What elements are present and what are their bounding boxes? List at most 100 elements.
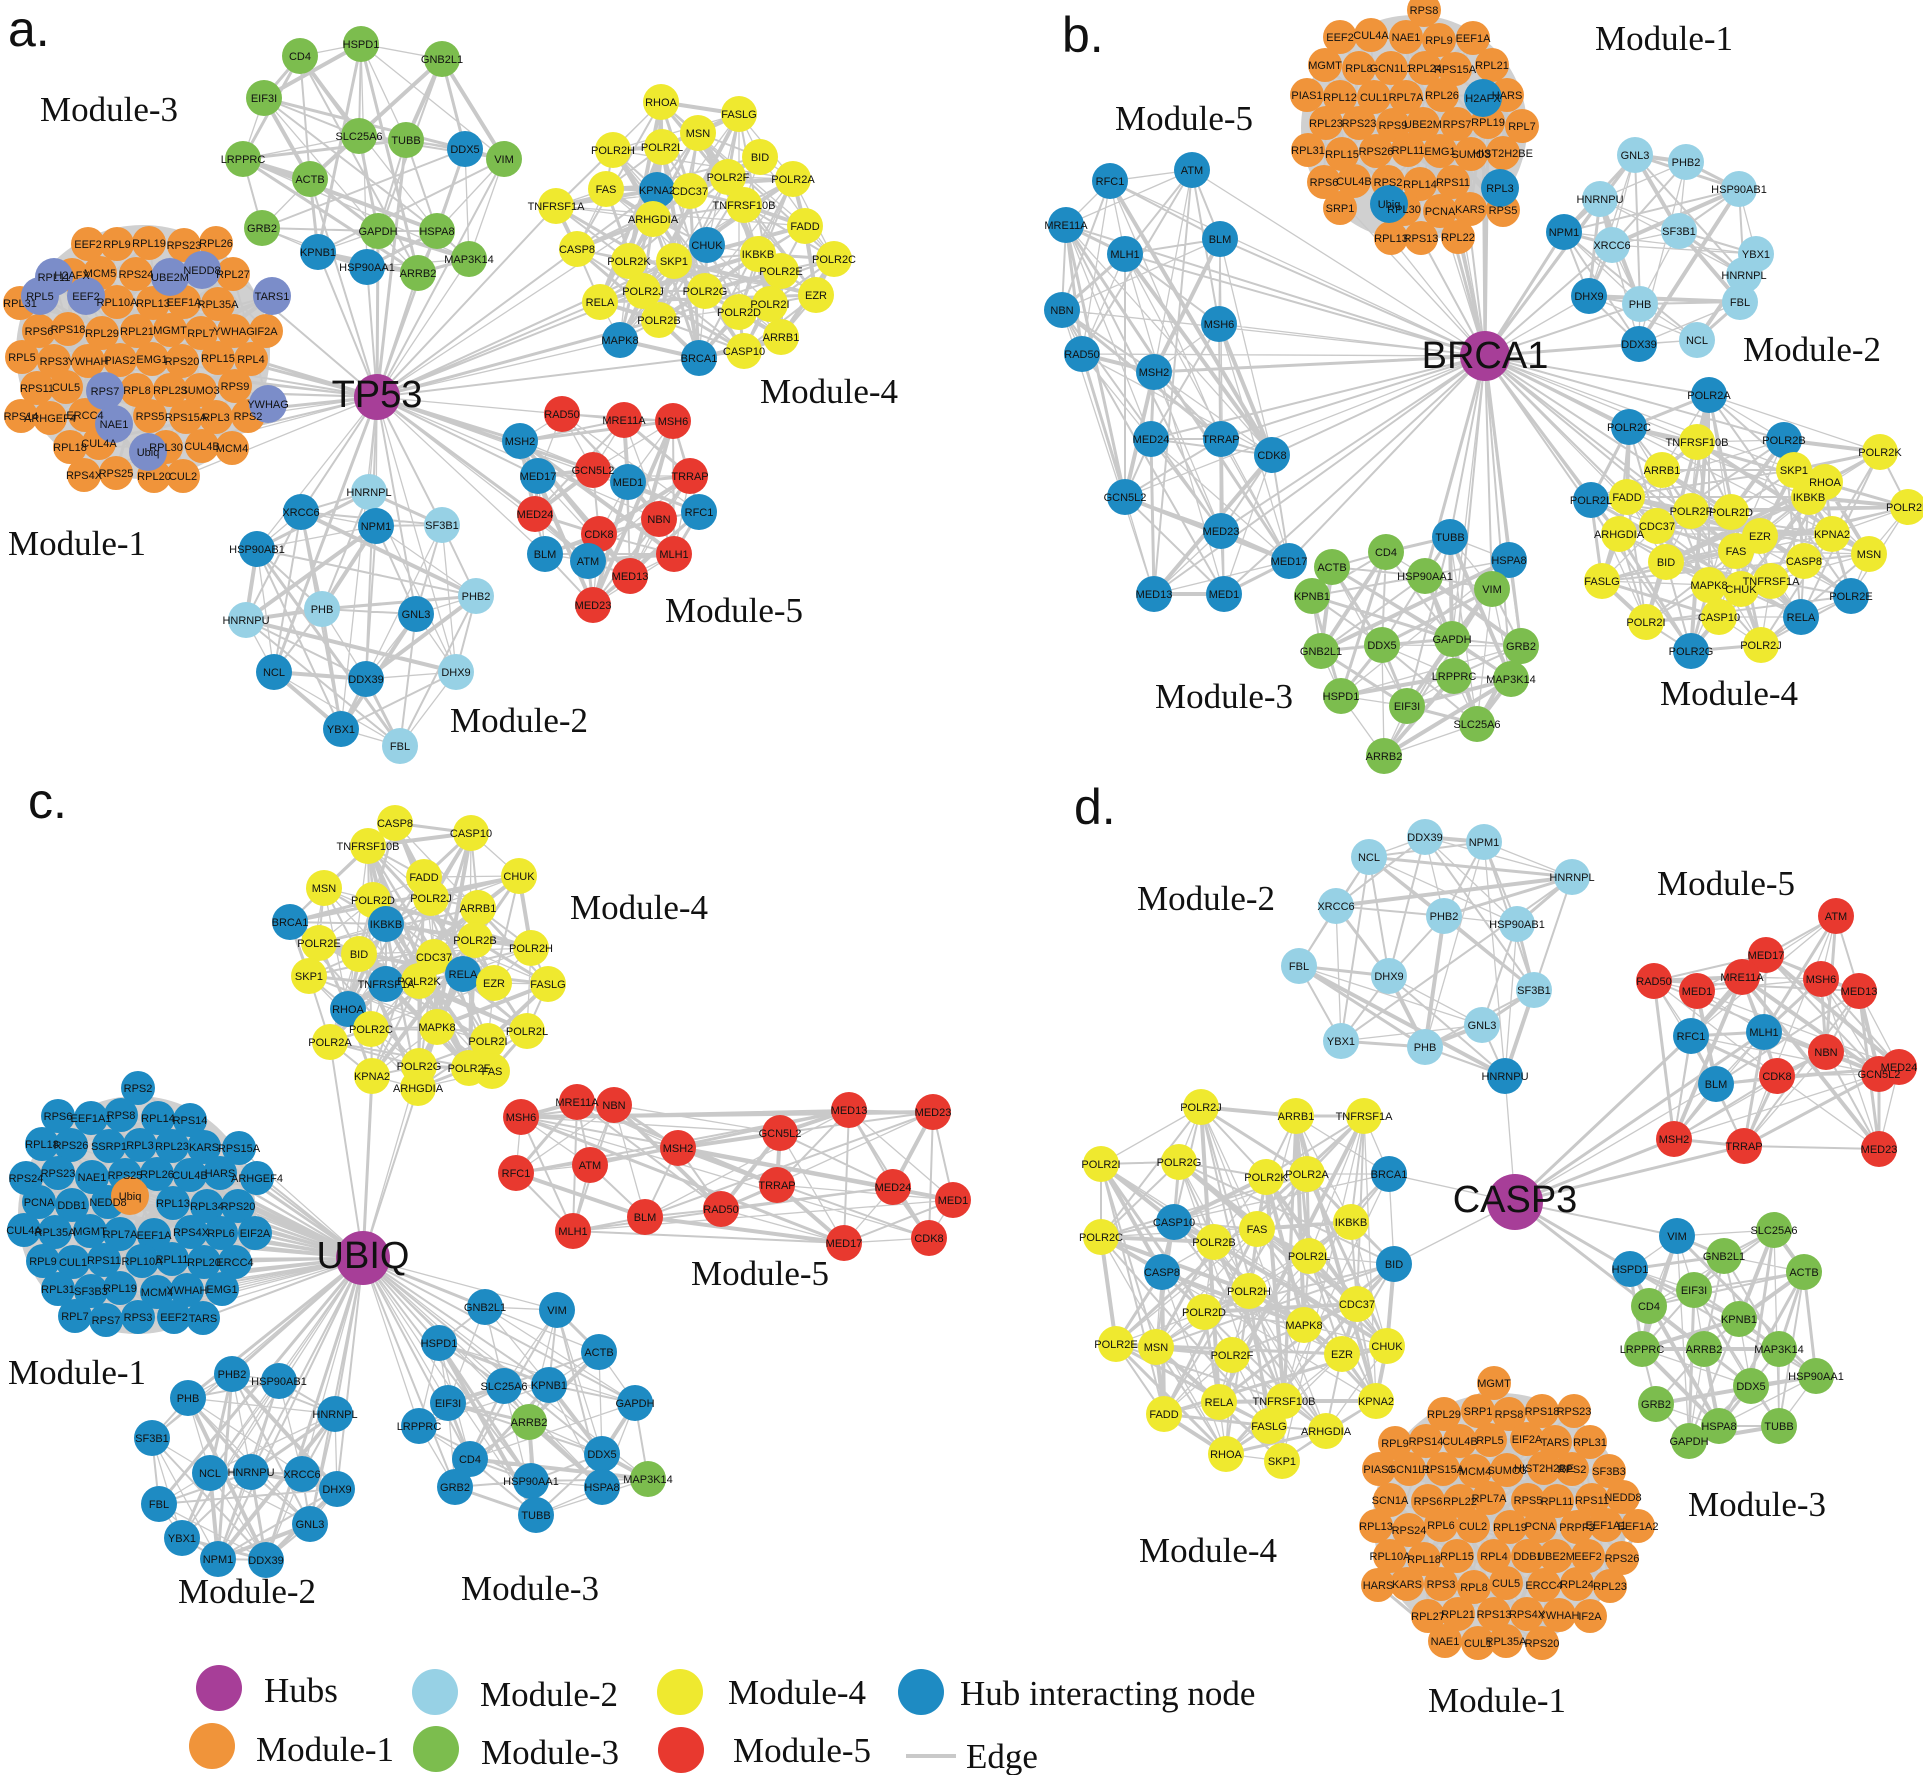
- svg-text:CUL4B: CUL4B: [172, 1170, 207, 1182]
- svg-text:FAS: FAS: [596, 184, 617, 196]
- svg-text:Module-4: Module-4: [728, 1673, 866, 1712]
- svg-text:RPS15A: RPS15A: [218, 1143, 261, 1155]
- svg-text:RPS2: RPS2: [124, 1083, 153, 1095]
- svg-text:POLR2C: POLR2C: [812, 254, 856, 266]
- svg-text:POLR2G: POLR2G: [1157, 1157, 1202, 1169]
- svg-text:HSP90AB1: HSP90AB1: [229, 544, 285, 556]
- svg-text:SKP1: SKP1: [660, 256, 688, 268]
- svg-text:BLM: BLM: [534, 549, 557, 561]
- svg-text:CUL4A: CUL4A: [6, 1225, 42, 1237]
- svg-text:MED13: MED13: [612, 571, 649, 583]
- svg-text:RPS23: RPS23: [41, 1168, 76, 1180]
- svg-text:EEF1A: EEF1A: [1456, 33, 1492, 45]
- svg-text:EMG1: EMG1: [136, 354, 167, 366]
- svg-text:ARHGEF4: ARHGEF4: [231, 1173, 283, 1185]
- svg-text:GRB2: GRB2: [247, 223, 277, 235]
- svg-text:RAD50: RAD50: [544, 409, 579, 421]
- svg-text:Module-1: Module-1: [1595, 19, 1733, 58]
- svg-text:MED24: MED24: [517, 509, 554, 521]
- svg-text:Module-4: Module-4: [1139, 1531, 1277, 1570]
- svg-text:GCN1L1: GCN1L1: [1388, 1464, 1431, 1476]
- svg-text:ARRB1: ARRB1: [460, 903, 497, 915]
- svg-text:KARS: KARS: [1392, 1579, 1422, 1591]
- svg-text:MAPK8: MAPK8: [601, 335, 638, 347]
- svg-text:NAE1: NAE1: [100, 419, 129, 431]
- svg-text:IKBKB: IKBKB: [1793, 492, 1825, 504]
- svg-text:FAS: FAS: [1726, 546, 1747, 558]
- svg-text:SKP1: SKP1: [1268, 1456, 1296, 1468]
- svg-text:PHB2: PHB2: [1430, 911, 1459, 923]
- svg-text:HSP90AB1: HSP90AB1: [1711, 184, 1767, 196]
- svg-text:MRE11A: MRE11A: [602, 415, 646, 427]
- svg-text:RPS14: RPS14: [173, 1115, 208, 1127]
- svg-text:SF3B1: SF3B1: [1517, 985, 1551, 997]
- svg-text:RPL26: RPL26: [199, 238, 233, 250]
- svg-text:RPS14: RPS14: [4, 411, 39, 423]
- svg-text:TRRAP: TRRAP: [671, 471, 708, 483]
- svg-text:POLR2H: POLR2H: [591, 145, 635, 157]
- svg-text:CDK8: CDK8: [914, 1233, 943, 1245]
- svg-text:POLR2D: POLR2D: [351, 895, 395, 907]
- svg-text:RPL12: RPL12: [1323, 92, 1357, 104]
- svg-text:HNRNPU: HNRNPU: [222, 615, 269, 627]
- svg-text:RPL13: RPL13: [1374, 233, 1408, 245]
- svg-text:RPS23: RPS23: [1342, 118, 1377, 130]
- svg-text:POLR2E: POLR2E: [1829, 591, 1872, 603]
- svg-text:BRCA1: BRCA1: [681, 353, 718, 365]
- svg-text:LRPPRC: LRPPRC: [221, 154, 266, 166]
- svg-text:BID: BID: [1385, 1259, 1403, 1271]
- svg-text:POLR2E: POLR2E: [297, 938, 340, 950]
- svg-text:RPL22: RPL22: [1443, 1496, 1477, 1508]
- svg-text:MED17: MED17: [520, 471, 557, 483]
- svg-text:RPL10A: RPL10A: [122, 1256, 164, 1268]
- svg-text:TARS: TARS: [189, 1313, 218, 1325]
- svg-text:RPL31: RPL31: [41, 1284, 75, 1296]
- svg-text:RPL35A: RPL35A: [35, 1227, 77, 1239]
- svg-text:RHOA: RHOA: [332, 1004, 364, 1016]
- svg-text:POLR2C: POLR2C: [1607, 422, 1651, 434]
- svg-text:GNB2L1: GNB2L1: [1300, 646, 1342, 658]
- svg-text:SF3B1: SF3B1: [425, 520, 459, 532]
- svg-text:b.: b.: [1062, 7, 1104, 63]
- svg-text:MED17: MED17: [826, 1238, 863, 1250]
- svg-text:RPL21: RPL21: [1475, 60, 1509, 72]
- svg-text:RHOA: RHOA: [645, 97, 677, 109]
- svg-text:BID: BID: [751, 152, 769, 164]
- svg-text:SCN1A: SCN1A: [1372, 1495, 1409, 1507]
- svg-text:NBN: NBN: [1814, 1047, 1837, 1059]
- svg-text:RPL27: RPL27: [1411, 1611, 1445, 1623]
- svg-text:CASP10: CASP10: [1153, 1217, 1195, 1229]
- svg-text:RPL8: RPL8: [1345, 63, 1373, 75]
- svg-text:RPL19: RPL19: [103, 1283, 137, 1295]
- svg-text:RPS9: RPS9: [1379, 120, 1408, 132]
- svg-text:POLR2C: POLR2C: [349, 1024, 393, 1036]
- svg-text:SLC25A6: SLC25A6: [1750, 1225, 1797, 1237]
- svg-text:SLC25A6: SLC25A6: [1453, 719, 1500, 731]
- svg-text:CHUK: CHUK: [503, 871, 535, 883]
- svg-text:RPL7A: RPL7A: [1389, 92, 1425, 104]
- svg-text:Module-4: Module-4: [760, 372, 898, 411]
- svg-text:MSN: MSN: [1857, 549, 1882, 561]
- svg-text:POLR2J: POLR2J: [1740, 640, 1782, 652]
- svg-text:IKBKB: IKBKB: [1335, 1217, 1367, 1229]
- svg-text:FASLG: FASLG: [1584, 576, 1619, 588]
- svg-text:DDX5: DDX5: [587, 1449, 616, 1461]
- svg-text:CUL4A: CUL4A: [1353, 30, 1389, 42]
- svg-text:RAD50: RAD50: [1636, 976, 1671, 988]
- svg-text:HSPD1: HSPD1: [1323, 691, 1360, 703]
- svg-text:RPS3: RPS3: [40, 356, 69, 368]
- svg-text:SKP1: SKP1: [1780, 465, 1808, 477]
- svg-text:EZR: EZR: [805, 290, 827, 302]
- svg-text:MRE11A: MRE11A: [1044, 220, 1088, 232]
- svg-text:GCN5L2: GCN5L2: [1858, 1069, 1901, 1081]
- svg-text:Module-1: Module-1: [8, 524, 146, 563]
- svg-text:HARS: HARS: [1363, 1580, 1394, 1592]
- svg-text:YWHAH: YWHAH: [1539, 1610, 1580, 1622]
- svg-text:RPS7: RPS7: [91, 386, 120, 398]
- svg-text:Ubiq: Ubiq: [137, 447, 160, 459]
- svg-text:TNFRSF10B: TNFRSF10B: [713, 200, 776, 212]
- svg-text:SRP1: SRP1: [1326, 203, 1355, 215]
- svg-text:EEF1A1: EEF1A1: [1586, 1520, 1627, 1532]
- svg-text:MED1: MED1: [1682, 986, 1713, 998]
- svg-text:CDK8: CDK8: [584, 529, 613, 541]
